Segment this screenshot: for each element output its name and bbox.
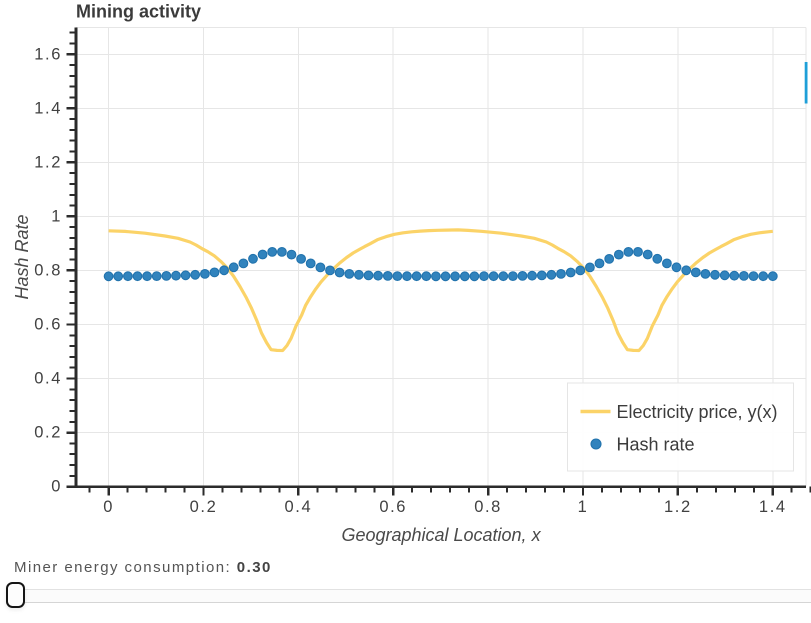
svg-text:1.4: 1.4 xyxy=(759,498,787,516)
svg-text:1: 1 xyxy=(578,498,589,516)
svg-text:Hash Rate: Hash Rate xyxy=(12,214,32,299)
svg-text:1.2: 1.2 xyxy=(34,153,62,171)
svg-text:0.2: 0.2 xyxy=(190,498,218,516)
svg-text:0.6: 0.6 xyxy=(379,498,407,516)
svg-text:1.6: 1.6 xyxy=(34,45,62,63)
svg-text:0.4: 0.4 xyxy=(34,370,62,388)
svg-text:Mining activity: Mining activity xyxy=(76,2,201,22)
svg-text:0.8: 0.8 xyxy=(34,261,62,279)
svg-text:0: 0 xyxy=(103,498,114,516)
svg-text:Hash rate: Hash rate xyxy=(617,435,695,455)
svg-text:0.2: 0.2 xyxy=(34,424,62,442)
svg-text:Geographical Location, x: Geographical Location, x xyxy=(341,525,541,545)
svg-text:Electricity price, y(x): Electricity price, y(x) xyxy=(617,402,778,422)
svg-text:1.2: 1.2 xyxy=(664,498,692,516)
svg-text:1.4: 1.4 xyxy=(34,99,62,117)
svg-text:0: 0 xyxy=(51,478,62,496)
svg-text:0.6: 0.6 xyxy=(34,316,62,334)
svg-text:0.8: 0.8 xyxy=(474,498,502,516)
svg-text:1: 1 xyxy=(51,207,62,225)
svg-text:0.4: 0.4 xyxy=(285,498,313,516)
